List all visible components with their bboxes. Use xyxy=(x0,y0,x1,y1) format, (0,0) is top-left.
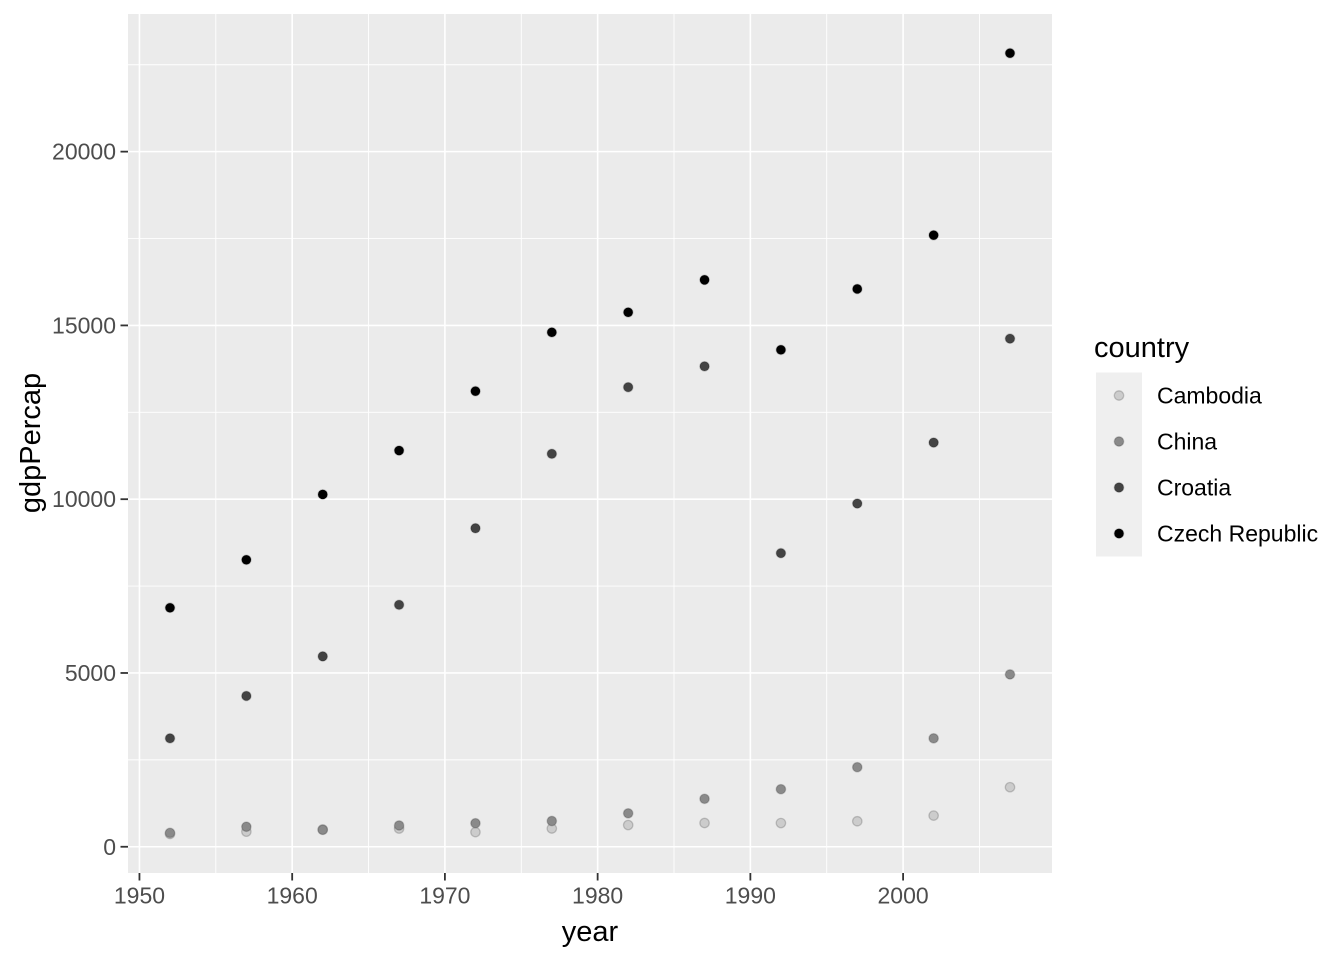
x-tick-labels: 1950 1960 1970 1980 1990 2000 xyxy=(114,883,929,909)
data-point-czech-republic xyxy=(546,327,558,338)
x-tick-label: 1990 xyxy=(725,883,776,909)
major-gridlines xyxy=(128,14,1052,873)
data-point-czech-republic xyxy=(393,445,405,456)
data-point-croatia xyxy=(699,360,710,372)
data-point-china xyxy=(317,824,329,836)
x-axis-title: year xyxy=(562,916,619,948)
data-point-china xyxy=(928,732,939,744)
x-tick-label: 1980 xyxy=(572,883,623,909)
data-point-czech-republic xyxy=(317,489,329,500)
data-point-croatia xyxy=(470,522,481,534)
x-tick-label: 1970 xyxy=(419,883,470,909)
y-tick-label: 10000 xyxy=(52,486,116,512)
y-tick-labels: 0 5000 10000 15000 20000 xyxy=(52,139,116,860)
data-point-china xyxy=(851,761,863,773)
data-point-china xyxy=(622,807,634,819)
legend-label: Czech Republic xyxy=(1157,521,1318,547)
data-point-cambodia xyxy=(851,815,863,827)
legend-point-icon xyxy=(1113,436,1125,447)
data-point-czech-republic xyxy=(470,385,481,397)
data-point-china xyxy=(699,793,710,805)
data-point-china xyxy=(393,820,405,831)
axis-ticks xyxy=(120,150,904,881)
x-tick-label: 2000 xyxy=(878,883,929,909)
data-point-croatia xyxy=(241,690,252,702)
data-point-czech-republic xyxy=(622,306,634,318)
legend-label: Croatia xyxy=(1157,475,1231,501)
data-point-cambodia xyxy=(928,810,939,821)
legend-point-icon xyxy=(1113,390,1125,401)
y-tick-label: 15000 xyxy=(52,312,116,338)
data-point-croatia xyxy=(546,448,558,460)
data-point-cambodia xyxy=(775,817,787,829)
data-point-cambodia xyxy=(622,819,634,831)
data-point-cambodia xyxy=(470,826,481,838)
data-point-czech-republic xyxy=(241,554,252,566)
x-tick-label: 1950 xyxy=(114,883,165,909)
data-point-czech-republic xyxy=(1004,47,1016,59)
data-point-czech-republic xyxy=(699,274,710,286)
data-point-china xyxy=(164,827,176,839)
data-point-cambodia xyxy=(1004,781,1016,793)
data-point-croatia xyxy=(393,599,405,611)
data-point-czech-republic xyxy=(851,283,863,295)
plot-panel xyxy=(128,14,1052,873)
y-tick-label: 0 xyxy=(103,834,116,860)
y-tick-label: 20000 xyxy=(52,139,116,165)
data-point-croatia xyxy=(851,498,863,509)
data-point-croatia xyxy=(317,651,329,662)
minor-gridlines xyxy=(128,14,1052,873)
data-point-croatia xyxy=(928,437,939,448)
data-point-china xyxy=(546,815,558,827)
legend: country Cambodia China Croatia Czech Republ… xyxy=(1094,332,1318,557)
data-point-czech-republic xyxy=(928,229,939,241)
y-axis-title: gdpPercap xyxy=(15,373,47,513)
legend-point-icon xyxy=(1113,528,1125,539)
data-point-czech-republic xyxy=(775,344,787,356)
legend-items: Cambodia China Croatia Czech Republic xyxy=(1096,372,1318,557)
x-tick-label: 1960 xyxy=(267,883,318,909)
data-point-croatia xyxy=(775,547,787,559)
legend-title: country xyxy=(1094,332,1190,364)
data-point-china xyxy=(1004,669,1016,680)
data-point-china xyxy=(470,817,481,829)
data-point-cambodia xyxy=(699,817,710,829)
data-point-croatia xyxy=(1004,333,1016,345)
data-point-croatia xyxy=(622,381,634,393)
data-points xyxy=(164,47,1016,840)
y-tick-label: 5000 xyxy=(65,660,116,686)
legend-point-icon xyxy=(1113,482,1125,493)
data-point-china xyxy=(241,821,252,833)
legend-label: China xyxy=(1157,429,1217,455)
data-point-china xyxy=(775,783,787,795)
data-point-czech-republic xyxy=(164,602,176,614)
legend-label: Cambodia xyxy=(1157,383,1262,409)
data-point-croatia xyxy=(164,732,176,744)
